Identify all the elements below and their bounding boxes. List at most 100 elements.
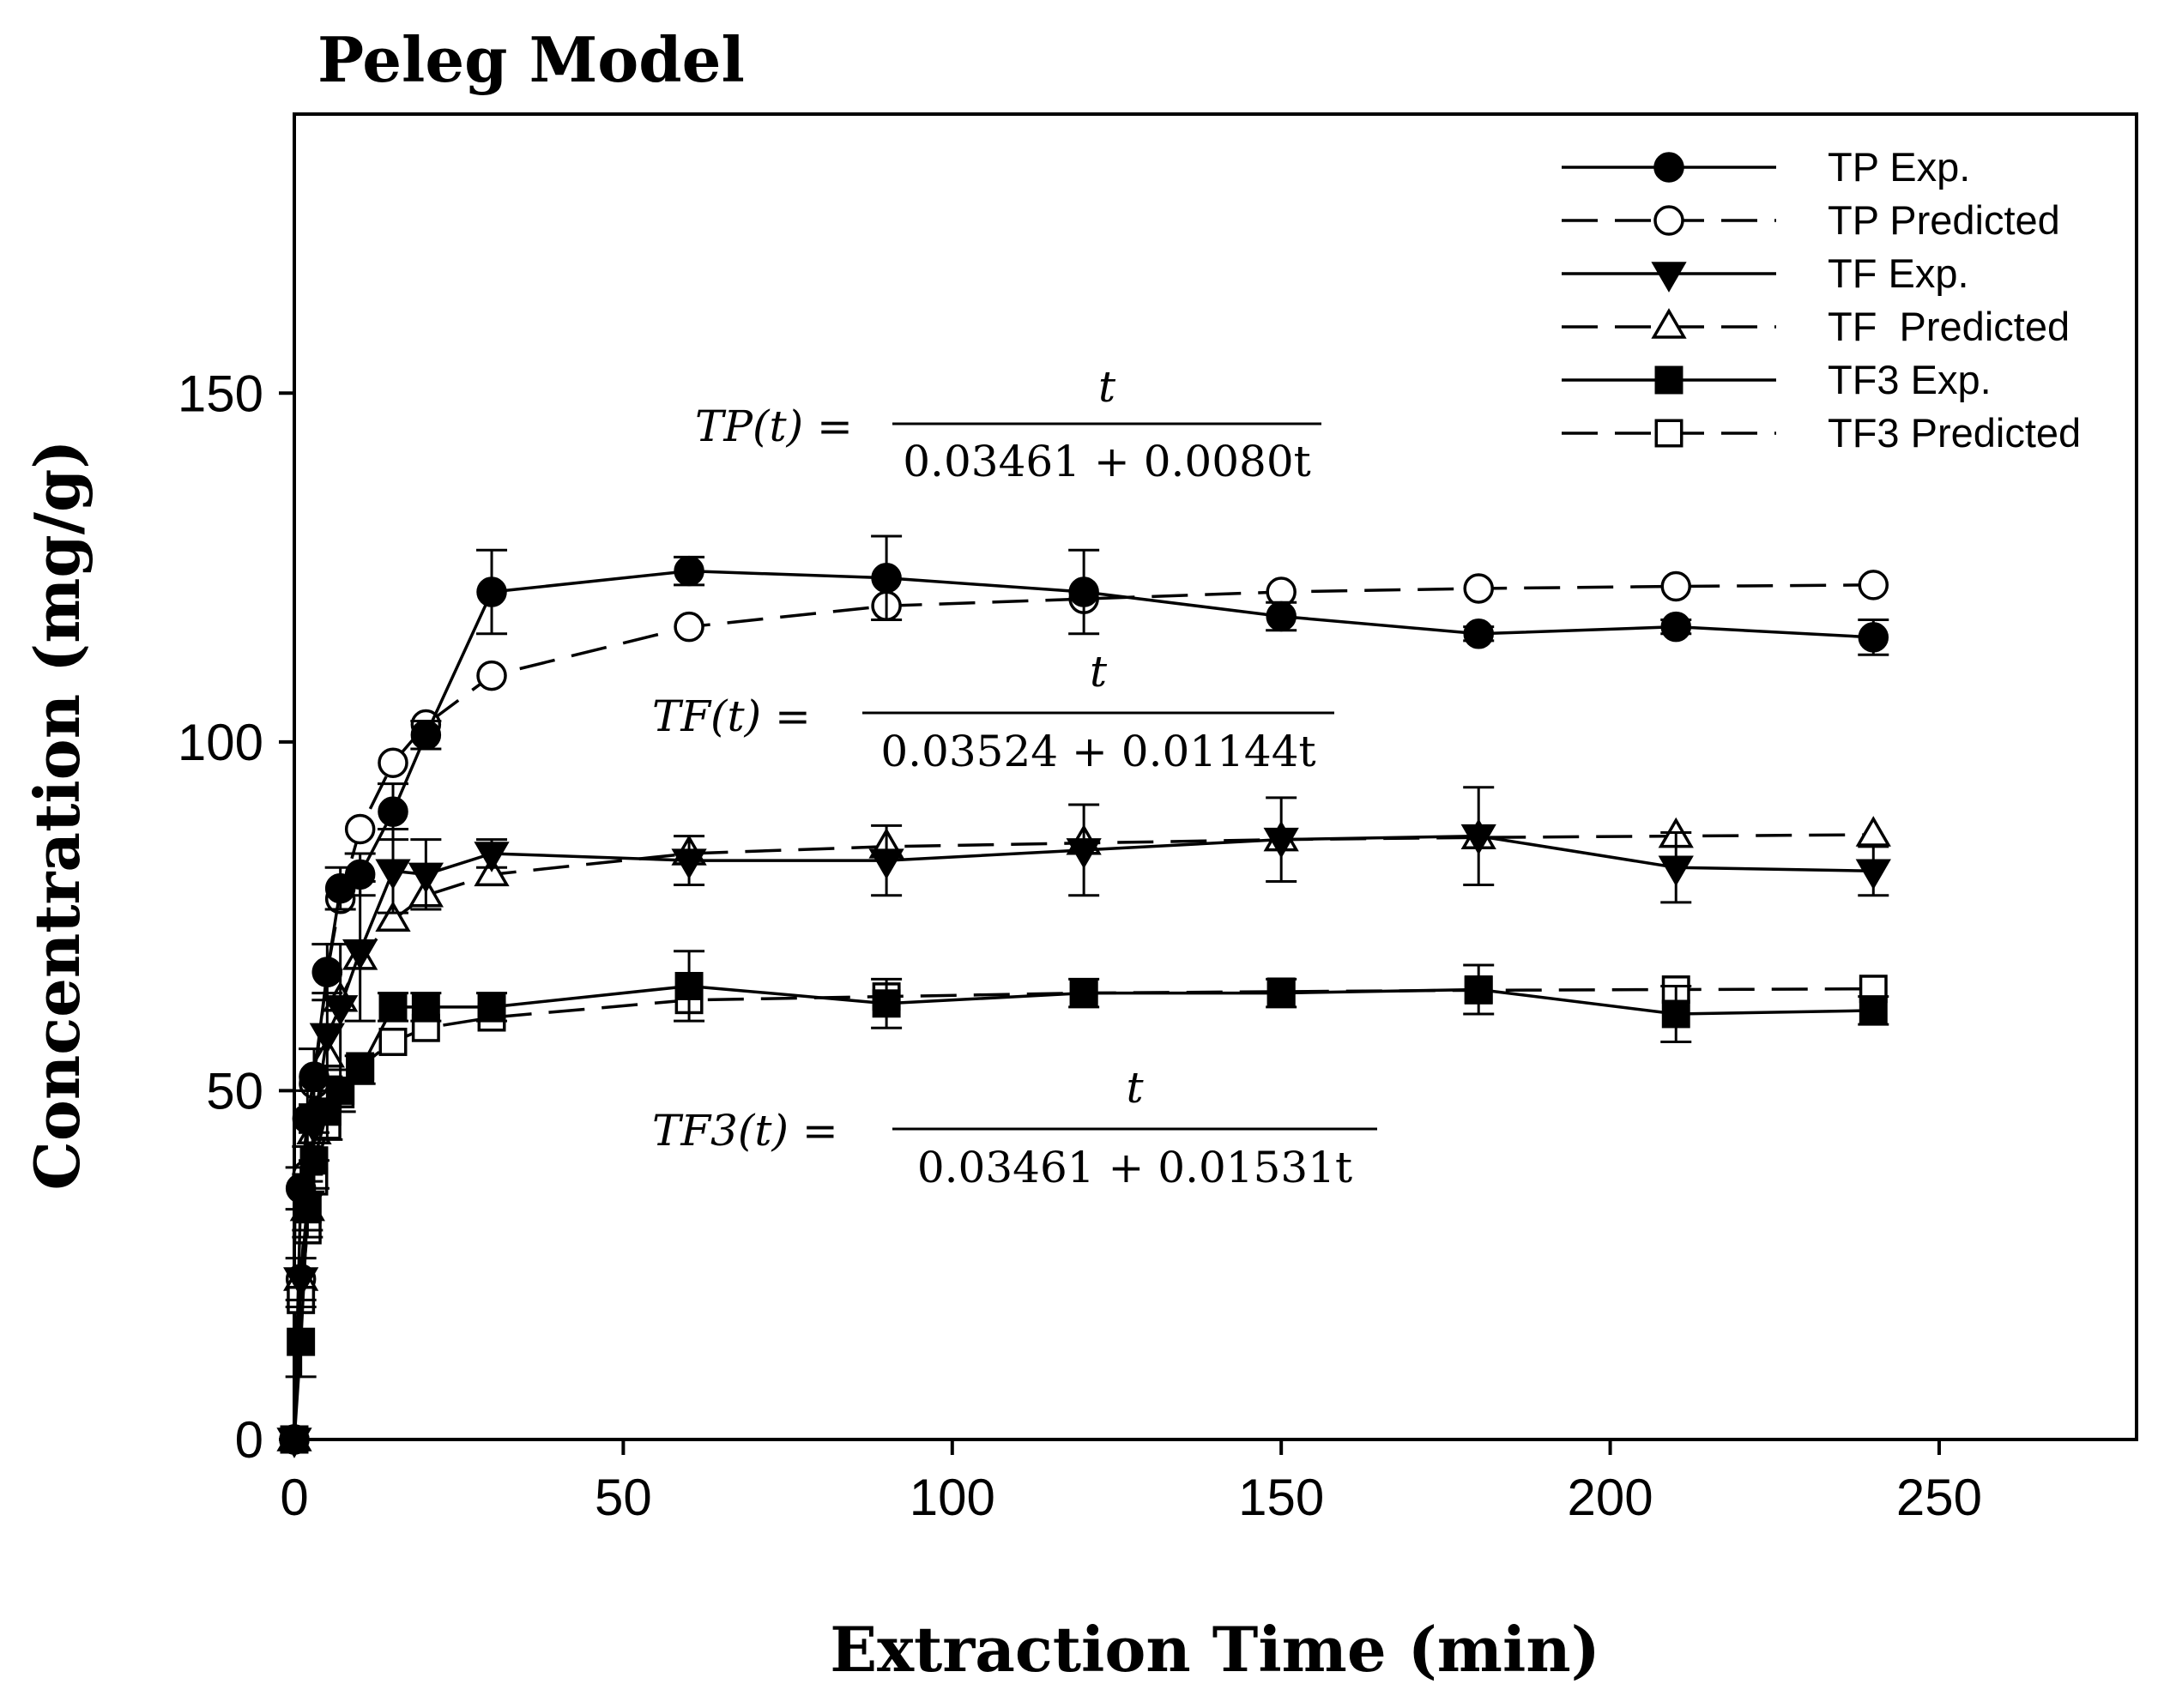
series-tp-exp-point-10: [674, 555, 704, 587]
legend: TP Exp. TP Predicted TF Exp. TF Predicted TF…: [1562, 144, 2081, 456]
series-tf-exp-point-15: [1658, 855, 1694, 887]
legend-item-2-marker: [1651, 262, 1687, 293]
series-tf-predicted-point-7: [375, 901, 411, 932]
series-tf3-exp-point-1: [287, 1327, 316, 1356]
x-tick-label-100: 100: [910, 1469, 995, 1526]
series-tf3-exp-point-2: [293, 1195, 322, 1224]
series-tf3-exp-point-7: [378, 993, 408, 1022]
legend-item-1-marker: [1653, 205, 1684, 236]
equation-tf3-denominator: 0.03461 + 0.01531t: [917, 1143, 1352, 1192]
series-tf3-exp-point-9: [477, 993, 506, 1022]
legend-item-0: TP Exp.: [1562, 144, 1970, 190]
y-tick-label-100: 100: [178, 714, 263, 771]
legend-item-3-marker: [1651, 308, 1687, 339]
legend-item-1-label: TP Predicted: [1828, 197, 2060, 243]
series-tp-exp-point-14: [1463, 619, 1494, 649]
series-tf3-predicted: [280, 975, 1888, 1454]
series-tp-exp-point-12: [1068, 576, 1099, 607]
series-tp-exp-point-16: [1858, 622, 1889, 653]
equation-tf3-numerator: t: [1126, 1063, 1144, 1113]
series-tf-exp: [276, 786, 1891, 1458]
series-tf-exp-point-6: [342, 939, 378, 970]
series-tf-exp-point-8: [408, 862, 444, 894]
series-tp-exp-point-7: [378, 796, 408, 827]
legend-item-5-marker: [1654, 419, 1683, 448]
series-tf-exp-point-13: [1263, 827, 1299, 859]
series-tp-exp-point-8: [410, 719, 442, 751]
series-tf-exp-point-4: [309, 1023, 345, 1054]
equation-tf: TF(t) = t 0.03524 + 0.01144t: [652, 647, 1334, 776]
series-tf-exp-point-10: [671, 848, 707, 879]
legend-item-0-marker: [1653, 152, 1684, 183]
series-tp-exp-point-4: [311, 957, 343, 987]
legend-item-0-label: TP Exp.: [1828, 144, 1970, 190]
plot-frame: [293, 112, 2138, 1441]
series-tf3-exp-point-12: [1069, 979, 1098, 1008]
equation-tf-denominator: 0.03524 + 0.01144t: [880, 727, 1315, 776]
legend-item-4-marker: [1654, 365, 1683, 395]
series-tf-predicted-line: [293, 833, 1874, 1440]
series-tp-predicted-point-7: [378, 747, 408, 778]
x-axis-label: Extraction Time (min): [830, 1613, 1600, 1686]
equations-layer: TP(t) = t 0.03461 + 0.0080t TF(t) = t 0.03524…: [652, 362, 1377, 1192]
y-tick-label-0: 0: [235, 1411, 263, 1469]
series-tf3-exp-point-8: [411, 993, 440, 1022]
series-tf3-exp-point-10: [674, 971, 704, 1000]
series-tf3-exp: [280, 950, 1889, 1454]
x-tick-label-0: 0: [280, 1469, 308, 1526]
series-tf-exp-point-9: [474, 842, 510, 872]
x-tick-label-150: 150: [1238, 1469, 1324, 1526]
series-tp-predicted-point-6: [344, 813, 376, 845]
series-tp-predicted-point-14: [1463, 573, 1494, 604]
series-tp-exp-point-15: [1660, 611, 1691, 643]
series-tf-exp-point-14: [1460, 824, 1496, 855]
series-tp-predicted-point-9: [476, 660, 507, 691]
series-tf-exp-point-1: [283, 1267, 319, 1298]
chart-title: Peleg Model: [317, 23, 745, 96]
series-tf-predicted-point-16: [1855, 816, 1891, 847]
series-tp-predicted-point-16: [1858, 570, 1889, 601]
legend-item-5: TF3 Predicted: [1562, 410, 2081, 456]
x-tick-label-200: 200: [1568, 1469, 1653, 1526]
series-tf3-exp-point-14: [1464, 975, 1493, 1004]
equation-tp-lhs: TP(t) =: [695, 401, 853, 451]
series-tf-exp-point-11: [868, 848, 904, 879]
equation-tf-numerator: t: [1090, 647, 1108, 697]
series-tf3-predicted-point-7: [378, 1028, 408, 1056]
legend-item-4-label: TF3 Exp.: [1828, 357, 1992, 402]
legend-item-3: TF Predicted: [1562, 304, 2070, 349]
equation-tf-lhs: TF(t) =: [652, 691, 811, 741]
x-tick-label-250: 250: [1896, 1469, 1982, 1526]
series-tf3-exp-point-0: [280, 1425, 309, 1454]
equation-tp-numerator: t: [1098, 362, 1116, 412]
series-tf3-exp-line: [293, 984, 1874, 1440]
y-tick-label-150: 150: [178, 365, 263, 422]
legend-item-3-label: TF Predicted: [1828, 304, 2070, 349]
series-tp-exp-point-11: [871, 563, 902, 594]
series-tp-predicted-point-15: [1660, 570, 1691, 602]
y-axis-label: Concentration (mg/g): [21, 440, 94, 1191]
legend-item-5-label: TF3 Predicted: [1828, 410, 2081, 456]
series-tf3-exp-point-3: [299, 1146, 329, 1175]
series-tf3-exp-point-6: [346, 1055, 375, 1084]
series-tf3-exp-point-16: [1859, 996, 1888, 1025]
legend-item-1: TP Predicted: [1562, 197, 2060, 243]
series-tp-exp-point-9: [476, 576, 507, 607]
series-tf3-exp-point-13: [1266, 979, 1296, 1008]
series-tp-exp-point-13: [1266, 601, 1297, 632]
legend-item-2-label: TF Exp.: [1828, 250, 1969, 296]
series-tp-predicted: [279, 570, 1889, 1455]
series-tp-predicted-point-10: [674, 611, 704, 643]
axis-ticks: 0 50 100 150 200 250 0 50 100 150: [178, 365, 1982, 1526]
x-tick-label-50: 50: [595, 1469, 652, 1526]
series-tf3-exp-point-11: [872, 989, 901, 1018]
series-tf-exp-point-16: [1855, 859, 1891, 890]
series-tf-exp-line: [293, 834, 1874, 1440]
legend-item-4: TF3 Exp.: [1562, 357, 1992, 402]
series-tf-exp-point-12: [1066, 838, 1102, 869]
legend-item-2: TF Exp.: [1562, 250, 1969, 296]
equation-tp-denominator: 0.03461 + 0.0080t: [903, 437, 1311, 486]
series-layer: [276, 534, 1891, 1458]
equation-tf3: TF3(t) = t 0.03461 + 0.01531t: [652, 1063, 1377, 1192]
